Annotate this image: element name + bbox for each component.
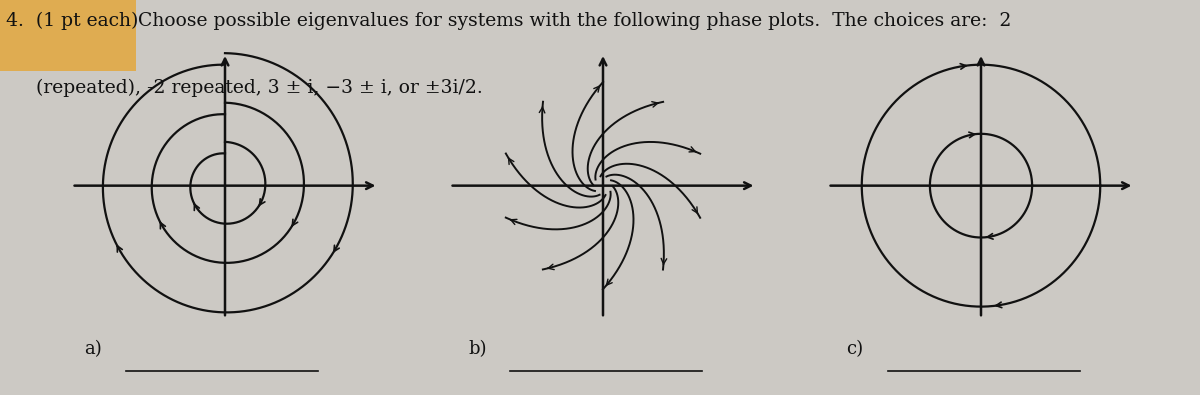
- Text: c): c): [846, 340, 863, 359]
- Bar: [0, 0, 136, 71]
- Text: (repeated), -2 repeated, 3 ± i, −3 ± i, or ±3i/2.: (repeated), -2 repeated, 3 ± i, −3 ± i, …: [36, 79, 482, 97]
- Text: 4.  (1 pt each): 4. (1 pt each): [6, 12, 138, 30]
- Text: a): a): [84, 340, 102, 359]
- Text: Choose possible eigenvalues for systems with the following phase plots.  The cho: Choose possible eigenvalues for systems …: [138, 12, 1012, 30]
- Text: b): b): [468, 340, 486, 359]
